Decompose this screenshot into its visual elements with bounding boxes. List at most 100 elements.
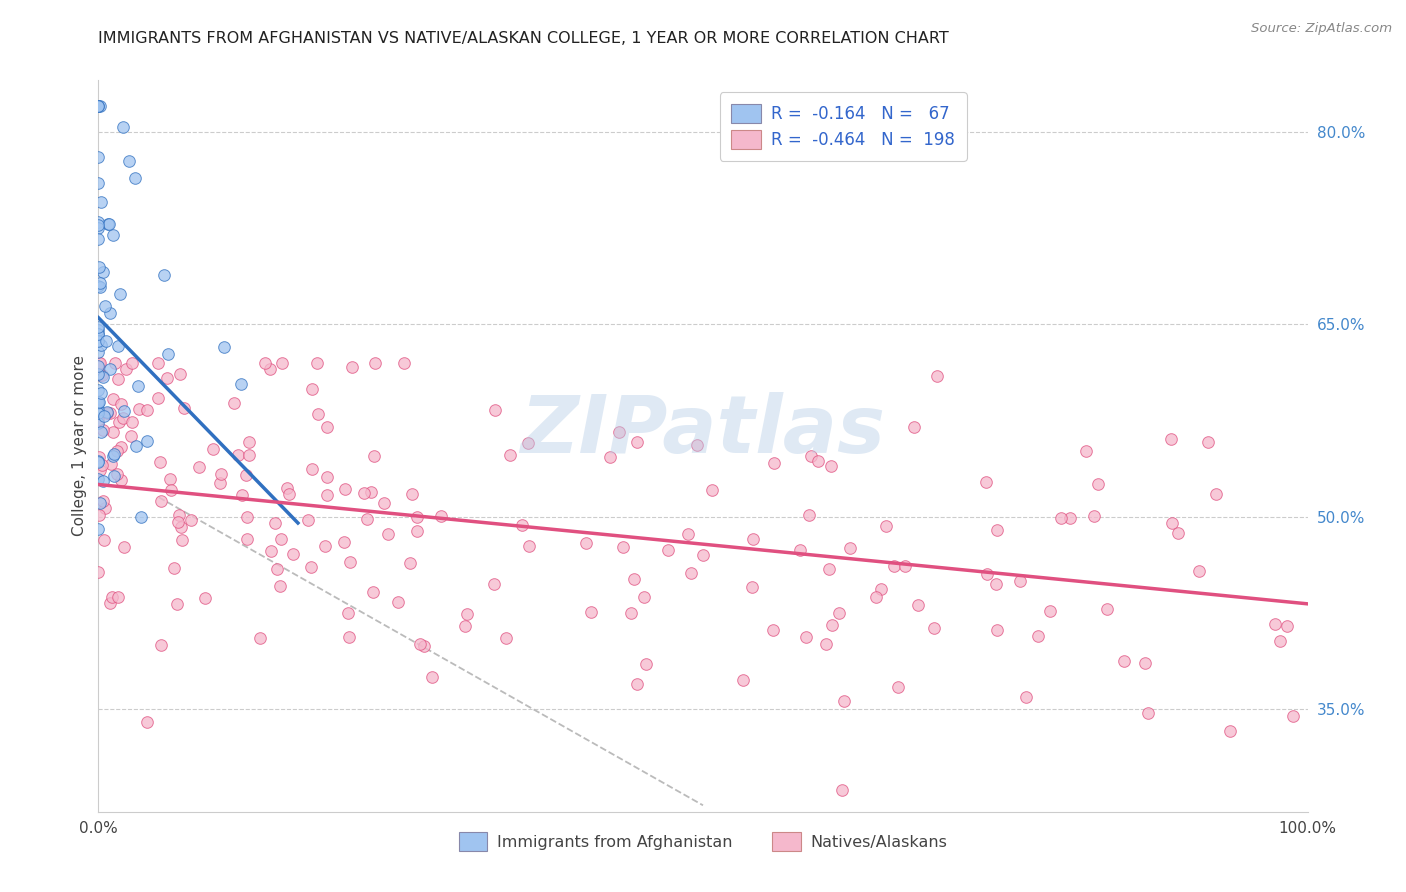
Point — [110, 397, 132, 411]
Point — [270, 533, 292, 547]
Point — [301, 462, 323, 476]
Point — [1218, 724, 1240, 739]
Point — [87, 327, 110, 342]
Point — [87, 413, 110, 427]
Point — [1167, 525, 1189, 540]
Point — [91, 475, 114, 489]
Point — [377, 527, 399, 541]
Point — [146, 355, 169, 369]
Point — [91, 370, 114, 384]
Point — [1026, 629, 1049, 643]
Point — [484, 576, 506, 591]
Point — [157, 347, 180, 361]
Point — [297, 513, 319, 527]
Point — [1114, 654, 1136, 668]
Point — [87, 260, 110, 274]
Point — [1160, 433, 1182, 447]
Point — [136, 434, 159, 448]
Point — [1277, 619, 1299, 633]
Point — [90, 386, 112, 401]
Point — [87, 406, 110, 420]
Text: IMMIGRANTS FROM AFGHANISTAN VS NATIVE/ALASKAN COLLEGE, 1 YEAR OR MORE CORRELATIO: IMMIGRANTS FROM AFGHANISTAN VS NATIVE/AL… — [98, 31, 949, 46]
Point — [167, 516, 190, 530]
Point — [87, 383, 110, 397]
Point — [87, 278, 110, 293]
Point — [150, 493, 173, 508]
Point — [925, 368, 948, 383]
Point — [170, 533, 193, 547]
Point — [93, 409, 115, 423]
Point — [633, 590, 655, 604]
Point — [260, 544, 283, 558]
Point — [229, 377, 252, 392]
Point — [235, 468, 257, 483]
Point — [1268, 633, 1291, 648]
Point — [1161, 516, 1184, 530]
Point — [89, 368, 111, 382]
Point — [875, 519, 897, 533]
Point — [456, 607, 478, 621]
Point — [259, 361, 281, 376]
Point — [253, 355, 276, 369]
Point — [1059, 511, 1081, 525]
Point — [104, 355, 127, 369]
Point — [820, 458, 842, 473]
Point — [316, 419, 339, 434]
Point — [170, 519, 193, 533]
Point — [1076, 444, 1098, 458]
Point — [264, 516, 287, 531]
Point — [657, 543, 679, 558]
Point — [91, 265, 114, 279]
Point — [454, 619, 477, 633]
Point — [89, 394, 111, 409]
Point — [626, 677, 648, 691]
Point — [87, 402, 110, 417]
Point — [700, 483, 723, 497]
Point — [762, 623, 785, 637]
Point — [922, 621, 945, 635]
Point — [249, 631, 271, 645]
Point — [634, 657, 657, 671]
Point — [512, 518, 534, 533]
Point — [87, 395, 110, 409]
Point — [430, 509, 453, 524]
Point — [124, 171, 146, 186]
Point — [87, 566, 110, 580]
Point — [907, 598, 929, 612]
Point — [363, 449, 385, 463]
Point — [101, 425, 124, 440]
Point — [115, 362, 138, 376]
Point — [105, 444, 128, 458]
Point — [163, 560, 186, 574]
Point — [405, 524, 427, 539]
Point — [238, 434, 260, 449]
Point — [214, 340, 236, 354]
Point — [807, 454, 830, 468]
Point — [108, 286, 131, 301]
Point — [1050, 511, 1073, 525]
Point — [129, 509, 152, 524]
Point — [87, 99, 110, 113]
Point — [575, 536, 598, 550]
Point — [160, 483, 183, 497]
Point — [87, 359, 110, 373]
Point — [986, 523, 1008, 537]
Point — [314, 539, 336, 553]
Point — [676, 526, 699, 541]
Point — [121, 355, 143, 369]
Point — [839, 541, 862, 556]
Point — [188, 459, 211, 474]
Point — [107, 591, 129, 605]
Point — [97, 217, 120, 231]
Point — [236, 509, 259, 524]
Point — [136, 403, 159, 417]
Point — [93, 533, 115, 548]
Point — [387, 595, 409, 609]
Point — [353, 485, 375, 500]
Point — [166, 597, 188, 611]
Point — [103, 447, 125, 461]
Point — [90, 195, 112, 210]
Point — [976, 566, 998, 581]
Point — [607, 425, 630, 439]
Point — [612, 540, 634, 554]
